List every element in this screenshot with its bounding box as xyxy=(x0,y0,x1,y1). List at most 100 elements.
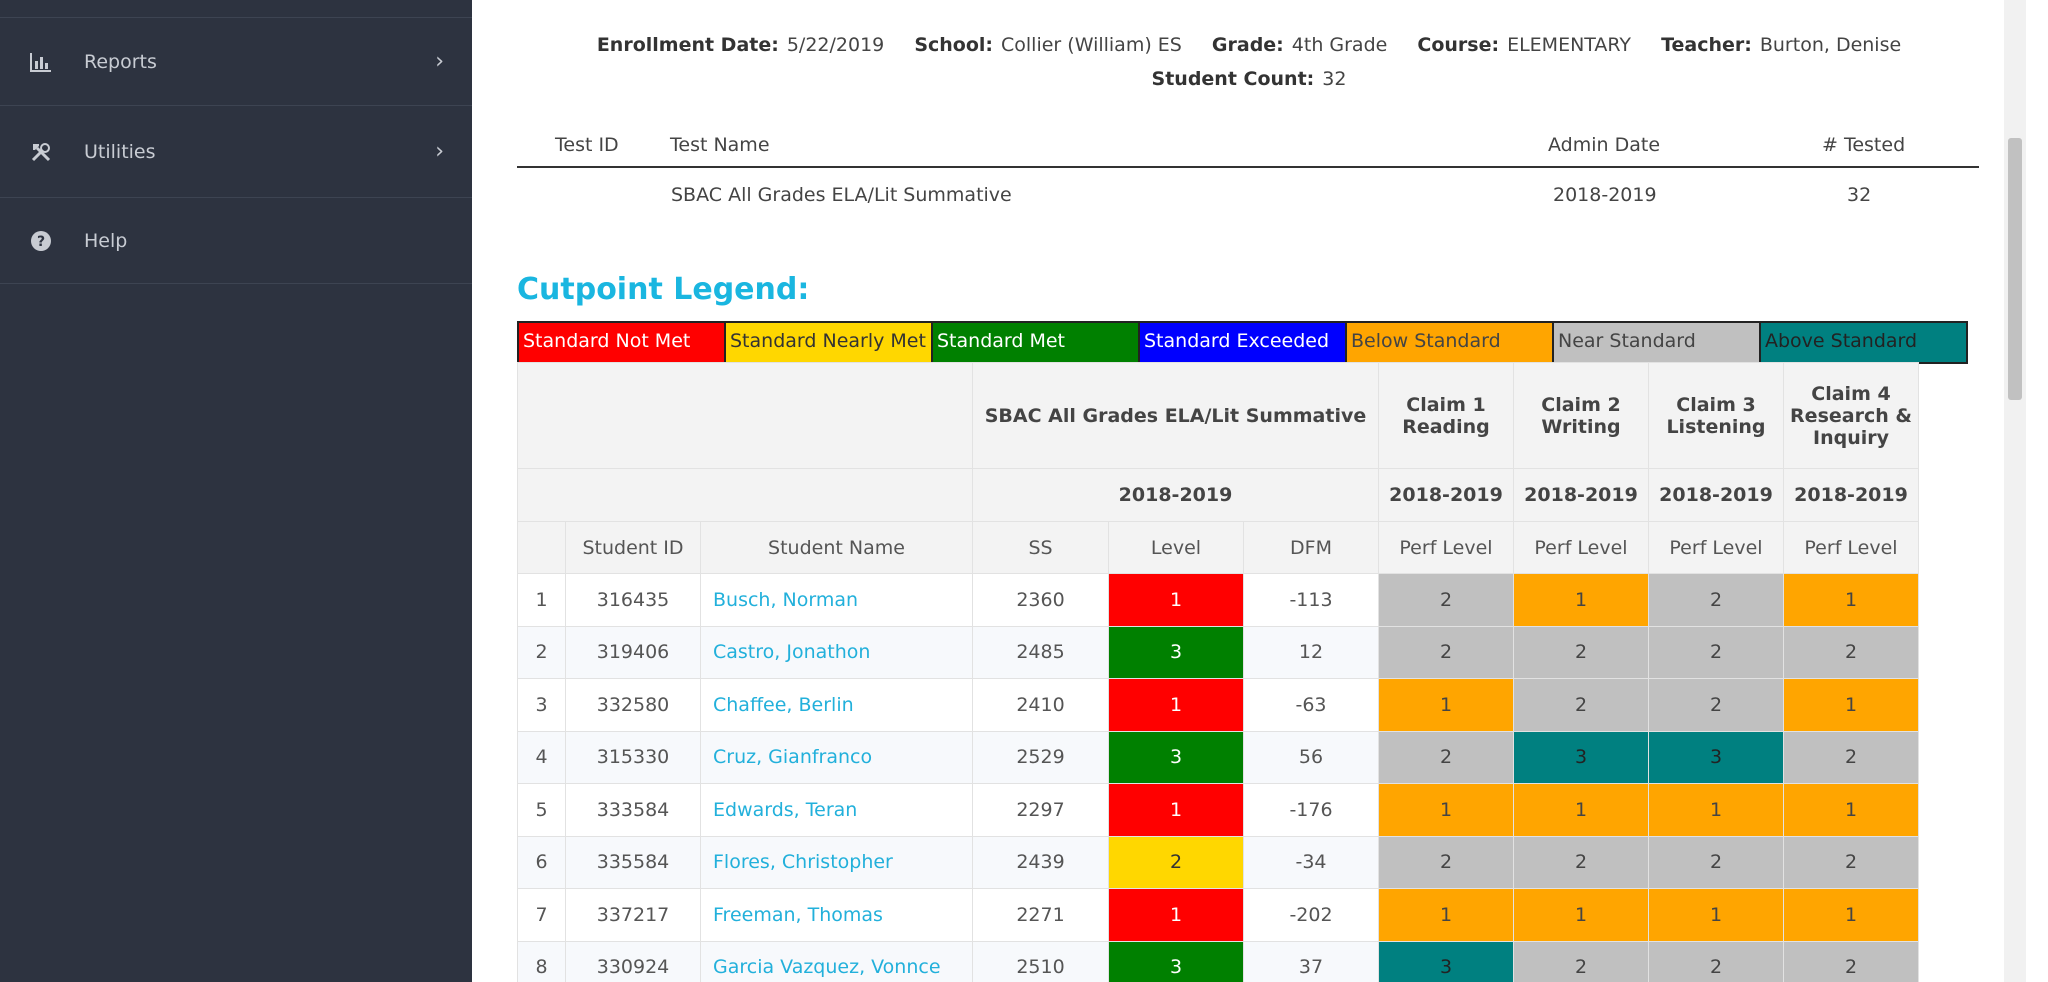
row-number-cell: 5 xyxy=(517,783,566,837)
claim2-cell: 2 xyxy=(1513,625,1649,679)
tested-cell: 32 xyxy=(1847,184,1872,206)
claim2-perf-header[interactable]: Perf Level xyxy=(1513,521,1649,574)
dfm-cell: -34 xyxy=(1243,835,1379,889)
row-number-cell: 4 xyxy=(517,730,566,784)
student-name-link[interactable]: Chaffee, Berlin xyxy=(700,678,973,732)
dfm-cell: -176 xyxy=(1243,783,1379,837)
claim1-cell: 1 xyxy=(1378,783,1514,837)
claim3-cell: 1 xyxy=(1648,783,1784,837)
claim3-perf-header[interactable]: Perf Level xyxy=(1648,521,1784,574)
row-number-cell: 8 xyxy=(517,940,566,982)
group-header-row: SBAC All Grades ELA/Lit Summative Claim … xyxy=(517,362,1919,469)
student-name-link[interactable]: Busch, Norman xyxy=(700,573,973,627)
claim4-cell: 1 xyxy=(1783,573,1919,627)
sidebar-item-utilities[interactable]: Utilities › xyxy=(0,106,472,198)
claim1-perf-header[interactable]: Perf Level xyxy=(1378,521,1514,574)
claim1-year: 2018-2019 xyxy=(1378,468,1514,522)
level-cell: 1 xyxy=(1108,678,1244,732)
dfm-column-header[interactable]: DFM xyxy=(1243,521,1379,574)
student-name-link[interactable]: Edwards, Teran xyxy=(700,783,973,837)
claim3-header: Claim 3 Listening xyxy=(1648,362,1784,469)
vertical-scrollbar[interactable] xyxy=(2004,0,2026,982)
blank-header xyxy=(517,362,973,469)
sidebar-item-help[interactable]: ? Help xyxy=(0,198,472,284)
teacher-value: Burton, Denise xyxy=(1759,34,1902,56)
claim4-cell: 2 xyxy=(1783,940,1919,982)
course-label: Course: xyxy=(1417,34,1500,56)
ss-cell: 2271 xyxy=(972,888,1109,942)
claim3-cell: 2 xyxy=(1648,625,1784,679)
level-cell: 1 xyxy=(1108,888,1244,942)
student-id-cell: 337217 xyxy=(565,888,701,942)
ss-cell: 2297 xyxy=(972,783,1109,837)
claim2-cell: 1 xyxy=(1513,888,1649,942)
student-id-column-header[interactable]: Student ID xyxy=(565,521,701,574)
student-id-cell: 315330 xyxy=(565,730,701,784)
claim2-cell: 1 xyxy=(1513,573,1649,627)
column-header-row: Student ID Student Name SS Level DFM Per… xyxy=(517,521,1919,574)
student-name-link[interactable]: Garcia Vazquez, Vonnce xyxy=(700,940,973,982)
dfm-cell: -63 xyxy=(1243,678,1379,732)
legend-title: Cutpoint Legend: xyxy=(517,272,810,307)
claim4-year: 2018-2019 xyxy=(1783,468,1919,522)
claim3-cell: 2 xyxy=(1648,835,1784,889)
ss-cell: 2439 xyxy=(972,835,1109,889)
course-value: ELEMENTARY xyxy=(1507,34,1632,56)
student-name-column-header[interactable]: Student Name xyxy=(700,521,973,574)
student-id-cell: 333584 xyxy=(565,783,701,837)
legend-near-standard: Near Standard xyxy=(1554,323,1761,362)
student-name-link[interactable]: Cruz, Gianfranco xyxy=(700,730,973,784)
table-row: 6 335584 Flores, Christopher 2439 2 -34 2 2 2 2 xyxy=(517,835,1919,889)
claim3-cell: 2 xyxy=(1648,573,1784,627)
claim4-perf-header[interactable]: Perf Level xyxy=(1783,521,1919,574)
cutpoint-legend: Standard Not Met Standard Nearly Met Sta… xyxy=(517,321,1968,364)
level-cell: 1 xyxy=(1108,573,1244,627)
dfm-cell: 37 xyxy=(1243,940,1379,982)
level-column-header[interactable]: Level xyxy=(1108,521,1244,574)
enrollment-date-label: Enrollment Date: xyxy=(596,34,779,56)
legend-standard-exceeded: Standard Exceeded xyxy=(1140,323,1347,362)
test-name-header: Test Name xyxy=(670,134,770,156)
claim4-cell: 2 xyxy=(1783,730,1919,784)
level-cell: 1 xyxy=(1108,783,1244,837)
row-number-cell: 1 xyxy=(517,573,566,627)
table-row: 5 333584 Edwards, Teran 2297 1 -176 1 1 1 1 xyxy=(517,783,1919,837)
table-row: 3 332580 Chaffee, Berlin 2410 1 -63 1 2 2 1 xyxy=(517,678,1919,732)
legend-below-standard: Below Standard xyxy=(1347,323,1554,362)
chevron-right-icon: › xyxy=(435,49,444,74)
claim1-cell: 1 xyxy=(1378,888,1514,942)
row-number-cell: 6 xyxy=(517,835,566,889)
test-id-header: Test ID xyxy=(555,134,619,156)
claim1-cell: 2 xyxy=(1378,730,1514,784)
claim2-cell: 1 xyxy=(1513,783,1649,837)
student-name-link[interactable]: Flores, Christopher xyxy=(700,835,973,889)
ss-column-header[interactable]: SS xyxy=(972,521,1109,574)
bar-chart-icon xyxy=(28,49,54,75)
claim1-cell: 2 xyxy=(1378,835,1514,889)
table-row: 7 337217 Freeman, Thomas 2271 1 -202 1 1 1 1 xyxy=(517,888,1919,942)
student-name-link[interactable]: Castro, Jonathon xyxy=(700,625,973,679)
legend-standard-not-met: Standard Not Met xyxy=(519,323,726,362)
chevron-right-icon: › xyxy=(435,139,444,164)
student-name-link[interactable]: Freeman, Thomas xyxy=(700,888,973,942)
ss-cell: 2510 xyxy=(972,940,1109,982)
grade-value: 4th Grade xyxy=(1291,34,1388,56)
claim4-cell: 1 xyxy=(1783,678,1919,732)
table-row: 8 330924 Garcia Vazquez, Vonnce 2510 3 37 3 2 2 2 xyxy=(517,940,1919,982)
sidebar-item-reports[interactable]: Reports › xyxy=(0,18,472,106)
student-id-cell: 335584 xyxy=(565,835,701,889)
year-header-row: 2018-2019 2018-2019 2018-2019 2018-2019 … xyxy=(517,468,1919,522)
table-row: 4 315330 Cruz, Gianfranco 2529 3 56 2 3 3 2 xyxy=(517,730,1919,784)
claim2-cell: 3 xyxy=(1513,730,1649,784)
legend-standard-nearly-met: Standard Nearly Met xyxy=(726,323,933,362)
table-row: 1 316435 Busch, Norman 2360 1 -113 2 1 2 1 xyxy=(517,573,1919,627)
claim1-cell: 2 xyxy=(1378,625,1514,679)
student-scores-table: SBAC All Grades ELA/Lit Summative Claim … xyxy=(517,362,1919,982)
grade-label: Grade: xyxy=(1211,34,1284,56)
ss-cell: 2485 xyxy=(972,625,1109,679)
ss-cell: 2410 xyxy=(972,678,1109,732)
svg-text:?: ? xyxy=(37,234,45,250)
scrollbar-thumb[interactable] xyxy=(2008,138,2022,400)
claim4-cell: 1 xyxy=(1783,783,1919,837)
claim1-header: Claim 1 Reading xyxy=(1378,362,1514,469)
